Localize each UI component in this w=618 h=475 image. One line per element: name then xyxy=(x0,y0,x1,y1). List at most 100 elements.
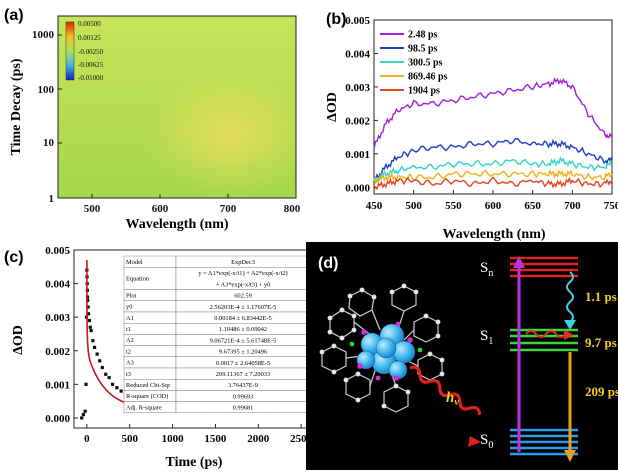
b-legend-label: 2.48 ps xyxy=(408,30,438,41)
fit-table-key: Equation xyxy=(126,276,150,283)
fit-table-value: 0.99693 xyxy=(233,393,254,400)
panel-d: (d) xyxy=(306,242,618,470)
b-xtick-label: 650 xyxy=(524,200,541,212)
b-series-lines xyxy=(373,77,613,191)
c-xtick-label: 2000 xyxy=(247,433,270,445)
time-label-3: 209 ps xyxy=(585,384,618,399)
a-xtick-800: 800 xyxy=(284,203,301,215)
b-xtick-label: 700 xyxy=(564,200,581,212)
c-data-point xyxy=(119,389,123,393)
b-ytick-label: 0.005 xyxy=(345,15,370,27)
b-xtick-label: 550 xyxy=(445,200,462,212)
b-series-line xyxy=(373,77,613,150)
fit-table-key: Model xyxy=(126,259,143,266)
panel-d-label: (d) xyxy=(318,255,338,272)
b-series-line xyxy=(373,137,613,181)
c-data-point xyxy=(83,409,87,413)
fit-table-value: 602.59 xyxy=(234,293,252,300)
time-label-2: 9.7 ps xyxy=(585,335,617,350)
excitation-arrowhead xyxy=(468,436,481,447)
c-data-point xyxy=(81,412,86,417)
colorbar-tick-3: -0.00250 xyxy=(78,48,104,56)
s0-label: S0 xyxy=(480,432,493,451)
fit-table-key: Reduced Chi-Sqr xyxy=(126,382,171,389)
b-series-line xyxy=(373,169,613,185)
c-xtick-label: 0 xyxy=(84,433,90,445)
c-data-point xyxy=(86,298,90,302)
s1-relaxation-arrow xyxy=(525,330,567,338)
s1-label: S1 xyxy=(480,328,493,347)
a-ytick-1000: 1000 xyxy=(32,29,55,41)
c-data-point xyxy=(100,365,104,370)
c-xtick-label: 1000 xyxy=(162,433,185,445)
fit-table-value: y = A1*exp(-x/t1) + A2*exp(-x/t2) + A3*ex… xyxy=(198,270,287,288)
b-xtick-label: 500 xyxy=(405,200,422,212)
b-ytick-label: 0.001 xyxy=(345,149,370,161)
time-label-1: 1.1 ps xyxy=(585,289,617,304)
a-xlabel: Wavelength (nm) xyxy=(125,217,228,232)
b-ytick-label: 0.002 xyxy=(345,115,370,127)
c-ytick-label: 0.000 xyxy=(45,413,70,425)
c-ytick-label: 0.002 xyxy=(45,346,70,358)
panel-a-label: (a) xyxy=(4,7,24,24)
fit-table-key: A3 xyxy=(126,360,134,367)
c-ylabel: ΔOD xyxy=(11,325,26,355)
b-xlabel: Wavelength (nm) xyxy=(442,227,545,242)
c-yaxis: 0.000 0.001 0.002 0.003 0.004 0.005 xyxy=(45,245,78,425)
c-ytick-label: 0.001 xyxy=(45,379,70,391)
b-xtick-label: 750 xyxy=(604,200,618,212)
fit-table-value: 9.67395 ± 1.20496 xyxy=(219,349,267,356)
a-ytick-10: 10 xyxy=(43,137,55,149)
b-ytick-label: 0.004 xyxy=(345,48,370,60)
c-data-point xyxy=(98,359,102,363)
c-data-point xyxy=(87,318,92,323)
fit-table-key: R-square (COD) xyxy=(126,393,168,400)
fit-table-value: 3.76437E-9 xyxy=(228,382,258,389)
b-legend-label: 98.5 ps xyxy=(408,44,438,55)
heatmap-frame xyxy=(57,15,297,199)
fit-table-value: 2.56203E-4 ± 1.17607E-5 xyxy=(210,304,277,311)
b-legend-label: 300.5 ps xyxy=(408,58,443,69)
c-data-point xyxy=(107,376,111,380)
fit-table-key: y0 xyxy=(126,304,132,311)
excitation-wave-arrow xyxy=(409,365,482,416)
a-xtick-500: 500 xyxy=(84,203,101,215)
fit-table-value: 1.10486 ± 0.09042 xyxy=(219,326,267,333)
c-data-point xyxy=(95,352,99,356)
fit-table-key: t1 xyxy=(126,326,131,333)
b-series-line xyxy=(373,155,613,184)
c-data-point xyxy=(91,339,95,343)
b-legend: 2.48 ps 98.5 ps 300.5 ps 869.46 ps 1904 ps xyxy=(380,30,448,97)
b-xaxis: 450 500 550 600 650 700 750 xyxy=(366,190,618,212)
a-xtick-700: 700 xyxy=(220,203,237,215)
colorbar xyxy=(65,21,75,81)
fit-table-key-cell xyxy=(123,345,177,358)
sn-relaxation-arrow xyxy=(566,271,574,323)
a-ytick-1: 1 xyxy=(49,193,55,205)
b-legend-label: 1904 ps xyxy=(408,86,440,97)
panel-c: (c) 0.000 0.001 0.002 0.003 0.004 0.005 0 500 1… xyxy=(4,245,315,470)
colorbar-tick-4: -0.00625 xyxy=(78,61,104,69)
panel-b: (b) 0.000 0.001 0.002 0.003 0.004 0.005 450 50… xyxy=(325,11,618,242)
b-xtick-label: 600 xyxy=(485,200,502,212)
b-ylabel: ΔOD xyxy=(325,92,340,122)
fit-table-value: 0.00184 ± 6.83442E-5 xyxy=(214,315,271,322)
colorbar-tick-2: 0.00125 xyxy=(78,34,101,42)
c-data-point xyxy=(86,312,91,316)
c-ytick-label: 0.004 xyxy=(45,279,70,291)
c-ytick-label: 0.003 xyxy=(45,312,70,324)
c-xtick-label: 1500 xyxy=(204,433,227,445)
b-yaxis: 0.000 0.001 0.002 0.003 0.004 0.005 xyxy=(345,15,378,194)
panel-b-label: (b) xyxy=(326,11,346,28)
a-ytick-100: 100 xyxy=(38,84,55,96)
fit-table-key-cell xyxy=(123,323,177,335)
fit-table-key: t2 xyxy=(126,348,131,355)
b-series-line xyxy=(373,176,613,191)
c-data-point xyxy=(80,416,84,420)
c-data-point xyxy=(86,305,90,309)
sn-label: Sn xyxy=(480,260,493,279)
c-data-point xyxy=(84,382,88,386)
a-ylabel: Time Decay (ps) xyxy=(9,58,24,155)
b-xtick-label: 450 xyxy=(366,200,383,212)
fit-table-value: ExpDec3 xyxy=(231,259,255,266)
